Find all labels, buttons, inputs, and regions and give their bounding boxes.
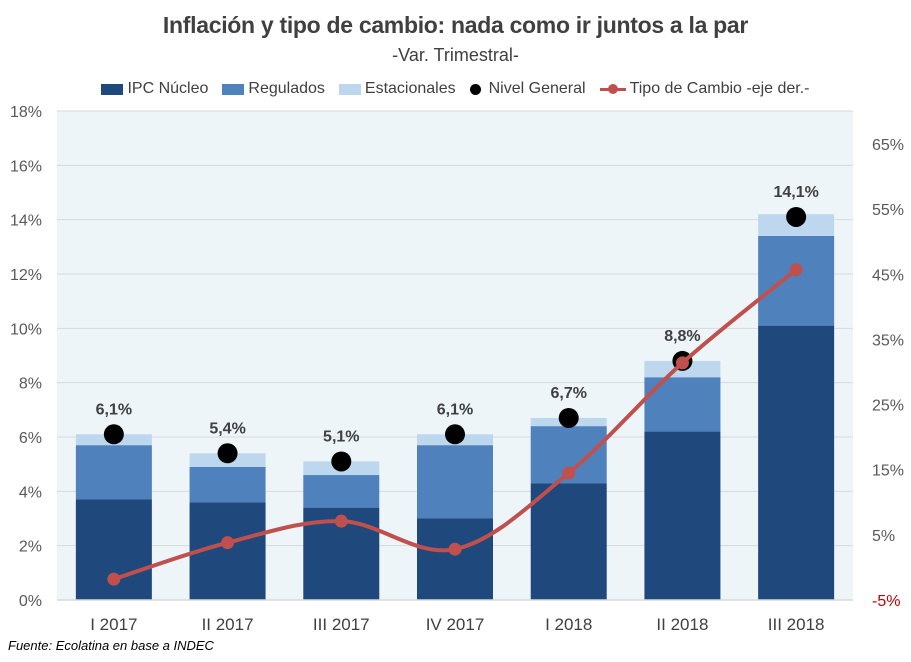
right-axis-tick-label: 25% bbox=[872, 398, 904, 415]
legend-item-estacionales: Estacionales bbox=[338, 80, 456, 98]
data-label: 6,7% bbox=[550, 385, 586, 402]
tipo-de-cambio-marker bbox=[334, 514, 348, 528]
chart-subtitle: -Var. Trimestral- bbox=[392, 45, 519, 65]
bar-segment-regulados bbox=[303, 475, 380, 508]
x-axis-tick-label: IV 2017 bbox=[426, 615, 485, 634]
tipo-de-cambio-marker bbox=[107, 572, 121, 586]
legend-swatch-regulados bbox=[222, 83, 245, 95]
legend-line-tipo-de-cambio bbox=[599, 83, 626, 95]
legend-item-regulados: Regulados bbox=[222, 80, 325, 98]
bar-segment-ipc-nucleo bbox=[417, 518, 493, 600]
left-axis-tick-label: 16% bbox=[10, 158, 42, 175]
x-axis-tick-label: II 2018 bbox=[656, 615, 708, 634]
bar-segment-regulados bbox=[644, 377, 721, 432]
data-label: 8,8% bbox=[664, 328, 700, 345]
data-label: 6,1% bbox=[437, 401, 473, 418]
nivel-general-dot bbox=[445, 424, 465, 445]
right-axis-tick-label: -5% bbox=[872, 593, 900, 610]
tipo-de-cambio-marker bbox=[562, 466, 576, 480]
tipo-de-cambio-marker bbox=[448, 542, 462, 556]
bar-segment-regulados bbox=[417, 445, 493, 519]
legend-label: Estacionales bbox=[364, 80, 456, 97]
x-axis-tick-label: II 2017 bbox=[202, 615, 254, 634]
data-label: 5,1% bbox=[323, 428, 359, 445]
left-axis-tick-label: 14% bbox=[10, 213, 42, 230]
legend-item-nivel-general: Nivel General bbox=[469, 80, 586, 98]
tipo-de-cambio-marker bbox=[789, 263, 803, 277]
right-axis-tick-label: 55% bbox=[872, 202, 904, 219]
bar-segment-ipc-nucleo bbox=[644, 431, 721, 600]
right-axis-tick-label: 15% bbox=[872, 463, 904, 480]
legend-label: Tipo de Cambio -eje der.- bbox=[629, 80, 810, 97]
left-axis-tick-label: 12% bbox=[10, 267, 42, 284]
tipo-de-cambio-marker bbox=[675, 356, 689, 370]
legend-label: IPC Núcleo bbox=[127, 80, 209, 97]
legend-dot-nivel-general bbox=[469, 83, 481, 95]
left-axis-tick-label: 8% bbox=[19, 376, 42, 393]
nivel-general-dot bbox=[786, 206, 807, 227]
bar-segment-regulados bbox=[758, 235, 835, 326]
bar-segment-ipc-nucleo bbox=[530, 483, 607, 600]
right-axis-tick-label: 45% bbox=[872, 267, 904, 284]
chart-title: Inflación y tipo de cambio: nada como ir… bbox=[162, 12, 749, 38]
data-label: 6,1% bbox=[96, 401, 132, 418]
nivel-general-dot bbox=[331, 451, 352, 472]
left-axis-tick-label: 4% bbox=[19, 484, 42, 501]
legend-label: Nivel General bbox=[488, 80, 586, 97]
tipo-de-cambio-marker bbox=[221, 536, 235, 550]
right-axis-tick-label: 65% bbox=[872, 137, 904, 154]
x-axis-tick-label: I 2018 bbox=[545, 615, 592, 634]
legend-label: Regulados bbox=[248, 80, 325, 97]
legend-swatch-estacionales bbox=[338, 83, 361, 95]
x-axis-tick-label: III 2018 bbox=[768, 615, 825, 634]
legend-item-ipc-nucleo: IPC Núcleo bbox=[101, 80, 208, 98]
legend-swatch-ipc-nucleo bbox=[101, 83, 124, 95]
nivel-general-dot bbox=[103, 424, 124, 445]
left-axis-tick-label: 2% bbox=[19, 539, 42, 556]
legend: IPC Núcleo Regulados Estacionales Nivel … bbox=[0, 80, 911, 98]
x-axis-tick-label: I 2017 bbox=[90, 615, 137, 634]
right-axis-tick-label: 5% bbox=[872, 528, 895, 545]
data-label: 14,1% bbox=[773, 184, 818, 201]
right-axis-tick-label: 35% bbox=[872, 332, 904, 349]
bar-segment-regulados bbox=[75, 445, 152, 500]
left-axis-tick-label: 18% bbox=[10, 104, 42, 121]
bar-segment-ipc-nucleo bbox=[758, 325, 835, 600]
source-note: Fuente: Ecolatina en base a INDEC bbox=[8, 638, 214, 653]
left-axis-tick-label: 10% bbox=[10, 321, 42, 338]
left-axis-tick-label: 0% bbox=[19, 593, 42, 610]
left-axis-tick-label: 6% bbox=[19, 430, 42, 447]
data-label: 5,4% bbox=[209, 420, 245, 437]
bar-segment-regulados bbox=[189, 466, 266, 503]
x-axis-tick-label: III 2017 bbox=[313, 615, 370, 634]
legend-item-tipo-de-cambio: Tipo de Cambio -eje der.- bbox=[599, 80, 810, 98]
nivel-general-dot bbox=[558, 407, 579, 428]
nivel-general-dot bbox=[217, 443, 238, 464]
